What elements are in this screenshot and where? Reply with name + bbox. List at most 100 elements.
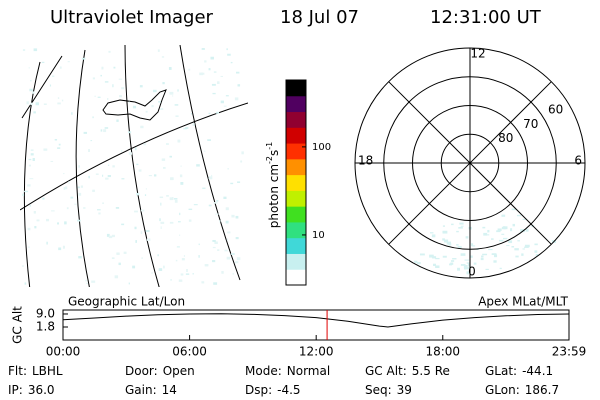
colorbar-segment — [286, 158, 306, 176]
speckle — [151, 104, 154, 108]
speckle — [162, 166, 166, 169]
speckle — [501, 233, 505, 235]
speckle — [64, 221, 67, 225]
speckle — [180, 273, 184, 276]
speckle — [176, 246, 180, 248]
speckle — [180, 165, 182, 167]
info-field: Flt: LBHL — [8, 364, 63, 378]
speckle — [152, 89, 157, 93]
speckle — [90, 140, 93, 142]
speckle — [179, 234, 181, 236]
speckle — [162, 82, 165, 85]
y-axis-label: GC Alt — [11, 306, 25, 344]
speckle — [534, 243, 538, 246]
colorbar-frame — [285, 79, 307, 286]
info-field: Seq: 39 — [365, 383, 412, 397]
speckle — [471, 243, 474, 247]
speckle — [32, 158, 35, 161]
colorbar-segment — [286, 269, 306, 286]
speckle — [499, 239, 504, 242]
speckle — [491, 253, 497, 256]
speckle — [74, 203, 77, 205]
speckle — [43, 148, 48, 151]
speckle — [33, 211, 36, 214]
speckle — [235, 261, 239, 264]
info-label: Flt: — [8, 364, 27, 378]
panel-label: Apex MLat/MLT — [478, 295, 568, 309]
speckle — [31, 91, 35, 94]
speckle — [175, 259, 178, 262]
speckle — [83, 207, 86, 209]
speckle — [188, 208, 193, 211]
speckle — [227, 53, 231, 56]
speckle — [30, 153, 34, 156]
speckle — [163, 265, 165, 269]
speckle — [78, 192, 82, 196]
speckle — [151, 272, 154, 274]
speckle — [235, 215, 239, 219]
speckle — [510, 228, 513, 232]
speckle — [485, 268, 489, 270]
speckle — [49, 84, 52, 87]
speckle — [92, 189, 95, 192]
speckle — [213, 202, 218, 204]
speckle — [107, 164, 110, 166]
speckle — [169, 221, 174, 224]
speckle — [452, 258, 457, 260]
speckle — [104, 81, 109, 83]
speckle — [450, 262, 454, 265]
speckle — [52, 75, 55, 77]
speckle — [225, 207, 229, 211]
speckle — [88, 149, 90, 152]
speckle — [235, 237, 239, 240]
speckle — [466, 271, 470, 275]
speckle — [204, 60, 207, 63]
speckle — [24, 190, 28, 193]
speckle — [63, 187, 66, 190]
speckle — [144, 194, 147, 196]
speckle — [225, 220, 229, 224]
info-value: Open — [163, 364, 195, 378]
speckle — [57, 222, 60, 225]
speckle — [237, 181, 241, 183]
speckle — [28, 246, 30, 248]
speckle — [501, 214, 506, 217]
speckle — [159, 196, 164, 199]
speckle — [521, 253, 524, 256]
speckle — [134, 226, 137, 230]
grid-line — [124, 45, 160, 287]
speckle — [160, 202, 162, 206]
coastline — [102, 89, 167, 121]
speckle — [227, 168, 229, 170]
speckle — [469, 255, 473, 258]
speckle — [29, 178, 34, 180]
grid-line — [21, 55, 63, 119]
speckle — [496, 230, 501, 233]
title: Ultraviolet Imager — [50, 7, 214, 28]
speckle — [196, 164, 200, 167]
speckle — [107, 175, 111, 178]
speckle — [464, 259, 470, 261]
speckle — [95, 173, 99, 175]
speckle — [177, 89, 179, 92]
speckle — [104, 127, 109, 129]
speckle — [465, 236, 469, 239]
speckle — [83, 131, 88, 134]
speckle — [103, 129, 107, 133]
speckle — [487, 229, 490, 233]
speckle — [106, 233, 110, 237]
speckle — [208, 112, 211, 114]
label-part: photon cm — [267, 164, 281, 228]
speckle — [77, 186, 80, 189]
speckle — [166, 195, 169, 197]
speckle — [135, 240, 137, 243]
speckle — [42, 197, 45, 200]
speckle — [192, 273, 194, 275]
speckle — [170, 279, 172, 281]
speckle — [433, 263, 437, 267]
speckle — [65, 186, 68, 190]
speckle — [214, 241, 218, 244]
speckle — [77, 219, 81, 222]
speckle — [506, 245, 510, 247]
speckle — [508, 240, 513, 244]
